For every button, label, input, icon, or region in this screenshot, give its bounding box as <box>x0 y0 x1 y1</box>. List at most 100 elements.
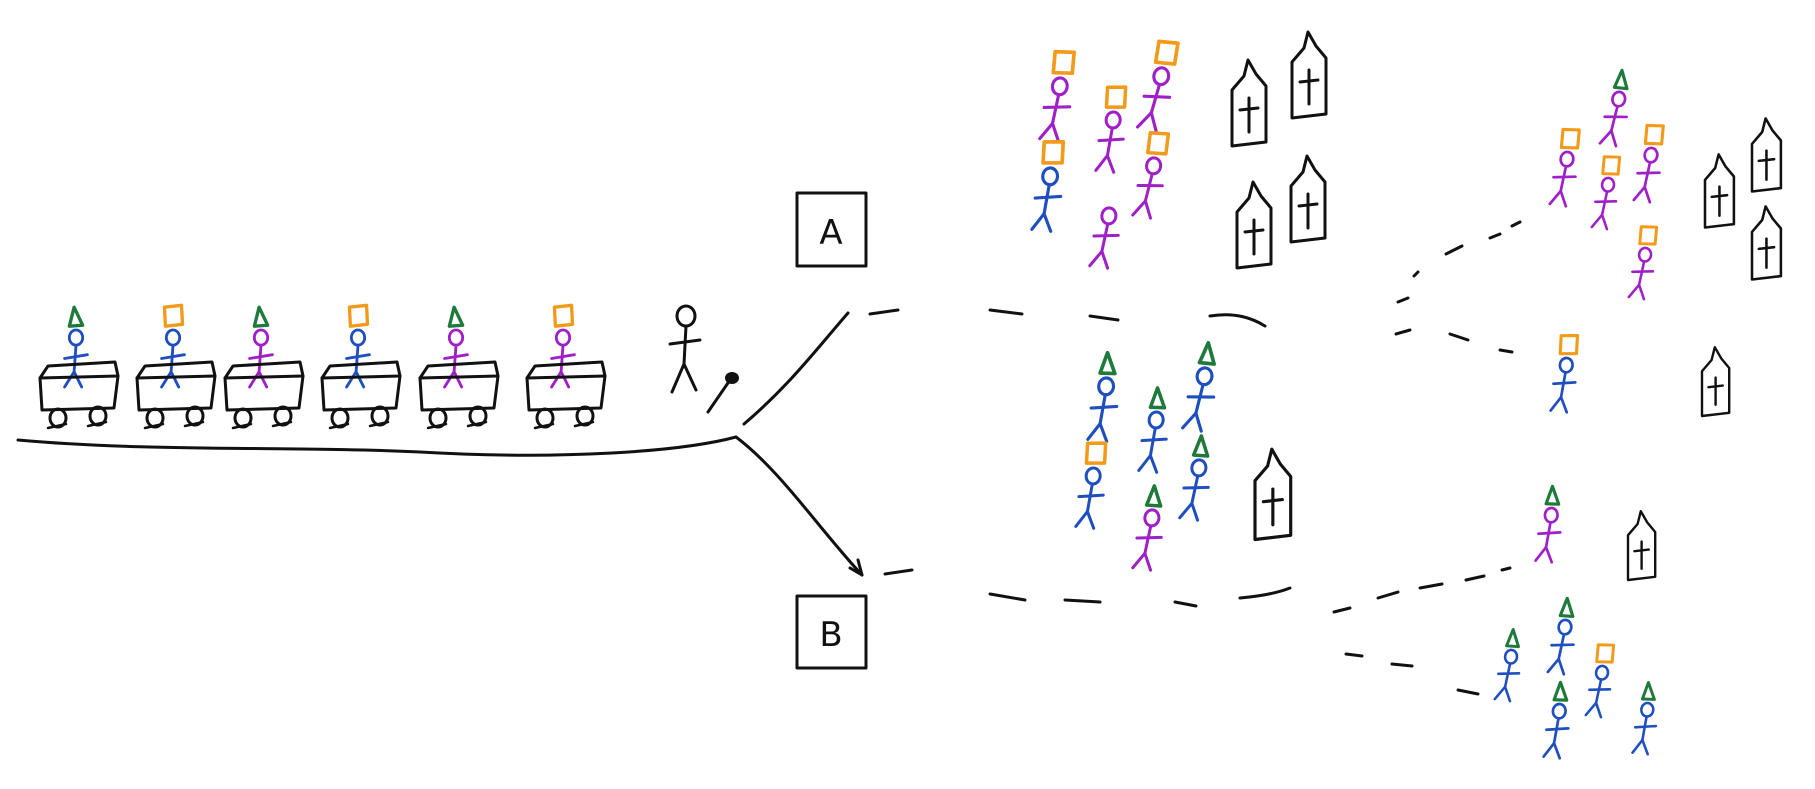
church-icon <box>1290 30 1328 120</box>
churches <box>1230 30 1783 582</box>
person <box>1590 155 1622 231</box>
person-arms <box>1142 94 1172 99</box>
branch-a-box: A <box>795 191 868 268</box>
branch-a-dash <box>1394 328 1412 336</box>
person-body <box>1143 172 1154 203</box>
person-legs <box>1493 685 1512 703</box>
person-legs <box>1631 738 1650 756</box>
person-legs <box>1094 154 1116 174</box>
branch-a-label: A <box>819 213 842 253</box>
person-body <box>1503 662 1512 689</box>
branch-a-dash <box>988 308 1024 316</box>
triangle-hat-shape <box>1505 628 1520 649</box>
church-outline <box>1703 153 1736 229</box>
branch-a-dash <box>1396 296 1410 304</box>
train <box>38 303 607 430</box>
car-body <box>135 374 217 412</box>
church-cross <box>1707 376 1725 407</box>
branch-b-dash <box>1464 574 1486 582</box>
triangle-hat-shape <box>1191 434 1210 458</box>
person-arms <box>1631 270 1655 274</box>
person-body <box>1552 716 1560 745</box>
person <box>1131 131 1171 220</box>
person <box>160 303 186 389</box>
church-icon <box>1235 180 1273 270</box>
person <box>1627 225 1659 301</box>
triangle-hat-icon <box>1144 484 1163 508</box>
person-arms <box>1182 485 1210 490</box>
person-legs <box>1627 283 1646 301</box>
person-arms <box>160 353 186 360</box>
tracks <box>16 220 1522 696</box>
person-arms <box>443 353 469 360</box>
person <box>1136 39 1180 133</box>
branch-b-dash <box>1376 590 1400 600</box>
triangle-hat-icon <box>447 305 465 328</box>
person-legs <box>1181 411 1203 433</box>
person-body <box>1559 164 1568 193</box>
train-car <box>525 303 607 430</box>
church-cross <box>1633 540 1651 571</box>
person-arms <box>1633 724 1658 729</box>
church-cross <box>1710 185 1729 217</box>
person-head <box>1640 701 1655 718</box>
church-cross <box>1298 68 1320 106</box>
person-head <box>1551 702 1567 720</box>
person-body <box>1143 524 1153 555</box>
car-body <box>223 374 305 412</box>
church-outline <box>1750 205 1783 281</box>
church-outline <box>1750 117 1783 193</box>
square-hat-shape <box>1041 139 1066 165</box>
branch-labels: A B <box>795 191 868 670</box>
person-arms <box>1140 437 1168 443</box>
branch-b-frame <box>795 594 868 670</box>
car-roof <box>418 360 500 380</box>
person-head <box>1084 466 1102 486</box>
square-hat-shape <box>347 303 370 328</box>
person-arms <box>1186 395 1216 399</box>
person-body <box>1637 260 1646 287</box>
church-outline <box>1700 345 1731 418</box>
branch-b-label: B <box>819 615 842 655</box>
person-legs <box>160 370 181 389</box>
church-outline <box>1235 180 1273 270</box>
branch-b-dash <box>883 568 914 576</box>
church-cross <box>1238 96 1260 134</box>
square-hat-shape <box>1601 155 1622 176</box>
person-body <box>1594 678 1603 705</box>
square-hat-shape <box>1153 39 1180 66</box>
square-hat-icon <box>1104 85 1128 109</box>
car-body <box>38 374 120 412</box>
person-head <box>67 328 85 347</box>
triangle-hat-shape <box>252 305 270 328</box>
person <box>1631 681 1658 756</box>
branch-a-dash <box>1208 313 1267 328</box>
triangle-hat-icon <box>252 305 270 328</box>
crowd-far-b-upper <box>1534 484 1562 564</box>
person-head <box>554 328 572 347</box>
person <box>1548 127 1581 208</box>
person-head <box>1100 206 1118 226</box>
person-body <box>1149 82 1162 115</box>
person-arms <box>1033 194 1063 200</box>
person-body <box>452 343 458 374</box>
square-hat-icon <box>1559 127 1581 150</box>
person-legs <box>1131 551 1153 572</box>
triangle-hat-shape <box>447 305 465 328</box>
person-legs <box>1086 422 1109 443</box>
church-icon <box>1626 509 1657 582</box>
person <box>1074 441 1108 530</box>
person-body <box>1643 160 1652 189</box>
square-hat-shape <box>1638 225 1659 246</box>
switch-lever-icon <box>706 372 739 414</box>
person <box>550 303 576 389</box>
person-body <box>1194 382 1205 415</box>
crowd-far-a-upper <box>1548 68 1665 301</box>
car-coupling <box>46 420 108 430</box>
train-car <box>135 303 217 430</box>
person-body <box>257 343 263 374</box>
person-body <box>354 343 360 374</box>
person <box>1181 340 1216 433</box>
branch-b-dash <box>988 592 1027 602</box>
